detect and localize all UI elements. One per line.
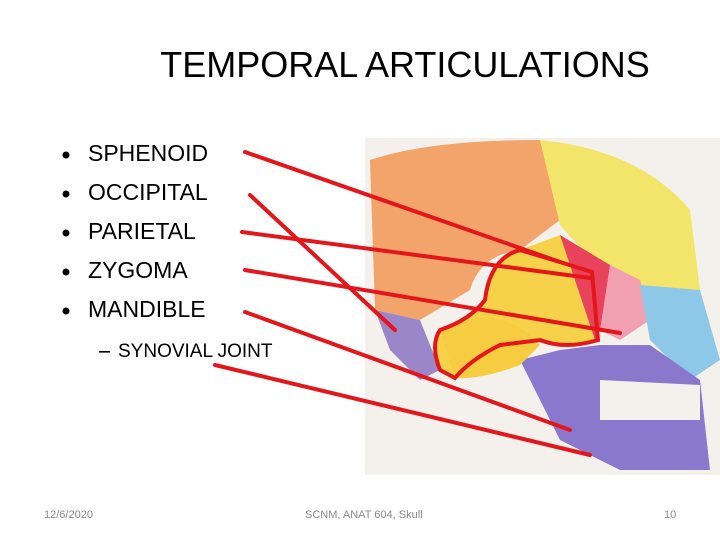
footer-center: SCNM, ANAT 604, Skull <box>305 509 423 521</box>
bullet: ZYGOMA <box>88 257 188 283</box>
bullet: OCCIPITAL <box>88 179 208 205</box>
footer-date: 12/6/2020 <box>44 509 93 521</box>
sub-bullet: SYNOVIAL JOINT <box>118 341 273 362</box>
slide-title: TEMPORAL ARTICULATIONS <box>160 44 650 85</box>
bullet: SPHENOID <box>88 140 209 166</box>
bullet: PARIETAL <box>88 218 196 244</box>
skull-image <box>365 138 720 475</box>
page-number: 10 <box>664 509 677 521</box>
bullet: MANDIBLE <box>88 296 206 322</box>
bullet-markers <box>62 151 110 353</box>
annotation-lines <box>213 150 622 457</box>
